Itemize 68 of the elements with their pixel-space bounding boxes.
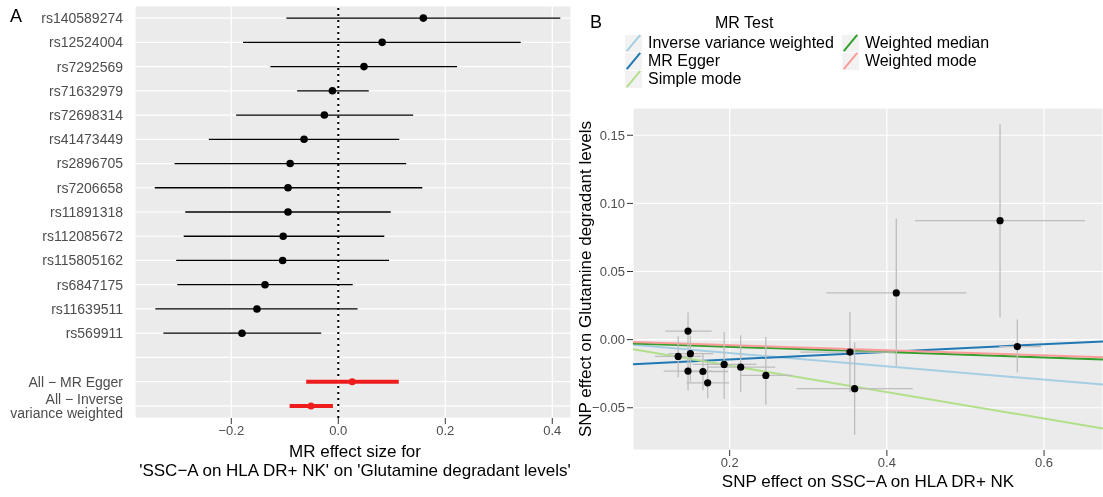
y-tick-label: 0.15 <box>599 127 625 143</box>
point <box>284 208 292 216</box>
y-tick-label: 0.05 <box>599 264 625 280</box>
point <box>284 183 292 192</box>
point <box>846 348 854 356</box>
legend-label: Inverse variance weighted <box>647 34 834 52</box>
y-tick-label: All − MR Egger <box>28 373 124 390</box>
point <box>704 379 712 387</box>
point <box>674 352 682 360</box>
x-tick-label: 0.4 <box>543 423 562 439</box>
x-axis-title: SNP effect on SSC−A on HLA DR+ NK <box>720 472 1016 492</box>
point <box>378 38 386 47</box>
y-tick-label: rs115805162 <box>42 252 124 269</box>
point <box>238 329 246 337</box>
point <box>1013 342 1021 351</box>
x-tick-label: 0.6 <box>1035 455 1054 471</box>
point <box>253 305 261 313</box>
y-tick-label: rs71632979 <box>49 82 124 99</box>
point <box>328 87 337 95</box>
point <box>419 14 428 22</box>
point <box>360 62 368 71</box>
point <box>286 159 294 168</box>
point <box>348 378 356 386</box>
y-tick-label: rs72698314 <box>49 107 124 124</box>
point <box>300 135 308 144</box>
point <box>684 327 692 335</box>
point <box>279 232 287 241</box>
point <box>684 367 692 375</box>
point <box>720 360 728 369</box>
legend-title: MR Test <box>715 14 775 32</box>
y-tick-label: rs7206658 <box>56 179 124 196</box>
y-tick-label: rs569911 <box>65 325 124 342</box>
point <box>996 217 1004 225</box>
x-tick-label: 0.4 <box>877 455 896 471</box>
y-tick-label: rs11639511 <box>51 300 124 317</box>
x-tick-label: 0.0 <box>329 423 348 439</box>
y-tick-label: rs7292569 <box>56 58 124 75</box>
y-tick-label: rs140589274 <box>41 10 124 27</box>
y-tick-label: rs11891318 <box>50 203 124 220</box>
y-tick-label: 0.10 <box>599 195 625 211</box>
x-tick-label: −0.2 <box>218 423 245 439</box>
y-tick-label: rs112085672 <box>42 228 124 245</box>
point <box>307 402 315 410</box>
y-tick-label: 0.00 <box>599 332 625 348</box>
legend-label: Simple mode <box>647 70 743 88</box>
chart-title: A <box>10 6 23 27</box>
y-tick-label: rs6847175 <box>56 276 124 293</box>
y-tick-label: All − Inverse variance weighted <box>10 390 124 421</box>
point <box>762 371 770 380</box>
point <box>699 367 707 376</box>
point <box>737 363 745 371</box>
point <box>278 256 287 265</box>
legend-label: Weighted mode <box>863 52 978 70</box>
x-tick-label: 0.2 <box>436 423 455 439</box>
x-axis-title: MR effect size for 'SSC−A on HLA DR+ NK' on 'Glutamine degradant levels' <box>138 442 572 480</box>
x-tick-label: 0.2 <box>720 455 739 471</box>
point <box>892 289 900 297</box>
y-tick-label: rs12524004 <box>49 34 124 51</box>
y-tick-label: −0.05 <box>592 400 625 416</box>
y-tick-label: rs41473449 <box>49 131 124 148</box>
y-tick-label: rs2896705 <box>56 155 124 172</box>
point <box>261 280 269 289</box>
point <box>686 350 694 358</box>
legend-label: Weighted median <box>863 34 990 52</box>
point <box>851 385 859 393</box>
chart-title: B <box>590 12 603 33</box>
legend-label: MR Egger <box>647 52 722 70</box>
point <box>320 111 329 119</box>
